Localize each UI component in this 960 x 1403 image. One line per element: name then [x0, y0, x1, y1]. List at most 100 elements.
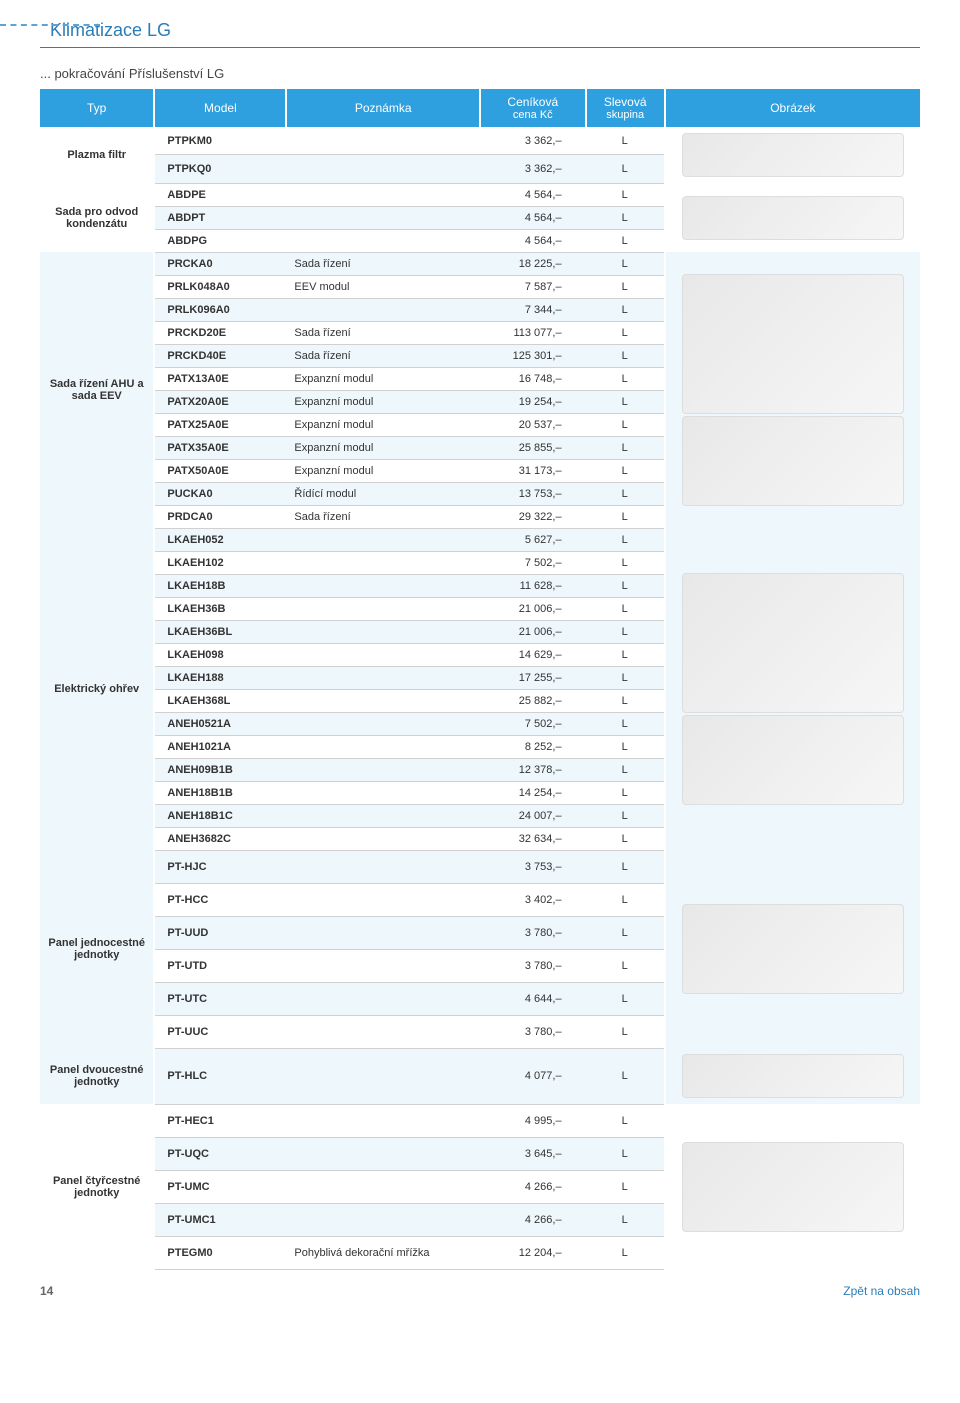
group-cell: L	[586, 528, 665, 551]
type-cell: Elektrický ohřev	[40, 528, 154, 850]
note-cell	[286, 850, 480, 883]
note-cell	[286, 689, 480, 712]
top-rule	[40, 47, 920, 48]
model-cell: PATX20A0E	[154, 390, 286, 413]
group-cell: L	[586, 1048, 665, 1104]
model-cell: PT-UMC	[154, 1170, 286, 1203]
image-cell	[665, 127, 920, 183]
group-cell: L	[586, 712, 665, 735]
group-cell: L	[586, 643, 665, 666]
price-cell: 7 344,–	[480, 298, 586, 321]
model-cell: LKAEH18B	[154, 574, 286, 597]
group-cell: L	[586, 620, 665, 643]
note-cell	[286, 949, 480, 982]
note-cell: Expanzní modul	[286, 390, 480, 413]
group-cell: L	[586, 551, 665, 574]
group-cell: L	[586, 252, 665, 275]
price-cell: 4 266,–	[480, 1170, 586, 1203]
price-cell: 14 254,–	[480, 781, 586, 804]
group-cell: L	[586, 206, 665, 229]
price-cell: 7 587,–	[480, 275, 586, 298]
model-cell: PT-UUD	[154, 916, 286, 949]
type-cell: Sada řízení AHU a sada EEV	[40, 252, 154, 528]
model-cell: LKAEH102	[154, 551, 286, 574]
price-cell: 20 537,–	[480, 413, 586, 436]
model-cell: ANEH1021A	[154, 735, 286, 758]
group-cell: L	[586, 1015, 665, 1048]
note-cell: Expanzní modul	[286, 413, 480, 436]
model-cell: LKAEH188	[154, 666, 286, 689]
model-cell: ANEH18B1C	[154, 804, 286, 827]
price-cell: 25 882,–	[480, 689, 586, 712]
top-dash-decoration	[0, 24, 100, 26]
model-cell: PT-HLC	[154, 1048, 286, 1104]
group-cell: L	[586, 949, 665, 982]
image-cell	[665, 183, 920, 252]
group-cell: L	[586, 298, 665, 321]
model-cell: PT-UMC1	[154, 1203, 286, 1236]
note-cell	[286, 1015, 480, 1048]
note-cell	[286, 666, 480, 689]
note-cell: Pohyblivá dekorační mřížka	[286, 1236, 480, 1269]
th-group-l2: skupina	[591, 109, 660, 121]
group-cell: L	[586, 666, 665, 689]
type-cell: Panel jednocestné jednotky	[40, 850, 154, 1048]
price-cell: 32 634,–	[480, 827, 586, 850]
product-image-placeholder	[682, 196, 904, 240]
group-cell: L	[586, 1236, 665, 1269]
note-cell	[286, 883, 480, 916]
model-cell: ANEH0521A	[154, 712, 286, 735]
group-cell: L	[586, 344, 665, 367]
product-image-placeholder	[682, 904, 904, 994]
product-image-placeholder	[682, 1142, 904, 1232]
price-cell: 7 502,–	[480, 712, 586, 735]
image-cell	[665, 252, 920, 528]
price-cell: 4 564,–	[480, 229, 586, 252]
price-cell: 12 378,–	[480, 758, 586, 781]
group-cell: L	[586, 758, 665, 781]
price-cell: 19 254,–	[480, 390, 586, 413]
th-note: Poznámka	[286, 89, 480, 127]
type-cell: Panel čtyřcestné jednotky	[40, 1104, 154, 1269]
model-cell: ANEH09B1B	[154, 758, 286, 781]
image-cell	[665, 528, 920, 850]
note-cell	[286, 155, 480, 183]
image-cell	[665, 850, 920, 1048]
model-cell: LKAEH052	[154, 528, 286, 551]
price-cell: 4 266,–	[480, 1203, 586, 1236]
price-cell: 17 255,–	[480, 666, 586, 689]
group-cell: L	[586, 367, 665, 390]
note-cell	[286, 206, 480, 229]
group-cell: L	[586, 781, 665, 804]
group-cell: L	[586, 413, 665, 436]
model-cell: LKAEH098	[154, 643, 286, 666]
model-cell: PRCKA0	[154, 252, 286, 275]
group-cell: L	[586, 127, 665, 155]
price-cell: 13 753,–	[480, 482, 586, 505]
model-cell: PT-UQC	[154, 1137, 286, 1170]
group-cell: L	[586, 321, 665, 344]
price-cell: 3 780,–	[480, 916, 586, 949]
note-cell: Expanzní modul	[286, 367, 480, 390]
note-cell	[286, 781, 480, 804]
price-cell: 4 077,–	[480, 1048, 586, 1104]
model-cell: ANEH3682C	[154, 827, 286, 850]
table-row: Sada řízení AHU a sada EEVPRCKA0Sada říz…	[40, 252, 920, 275]
group-cell: L	[586, 1203, 665, 1236]
model-cell: ABDPG	[154, 229, 286, 252]
note-cell	[286, 574, 480, 597]
note-cell	[286, 1203, 480, 1236]
image-cell	[665, 1048, 920, 1104]
model-cell: PT-UTD	[154, 949, 286, 982]
price-cell: 14 629,–	[480, 643, 586, 666]
price-table: Typ Model Poznámka Ceníková cena Kč Slev…	[40, 89, 920, 1270]
model-cell: PT-HCC	[154, 883, 286, 916]
note-cell	[286, 1170, 480, 1203]
group-cell: L	[586, 735, 665, 758]
note-cell	[286, 1104, 480, 1137]
note-cell	[286, 712, 480, 735]
type-cell: Sada pro odvod kondenzátu	[40, 183, 154, 252]
th-model: Model	[154, 89, 286, 127]
group-cell: L	[586, 689, 665, 712]
back-to-contents-link[interactable]: Zpět na obsah	[843, 1284, 920, 1298]
